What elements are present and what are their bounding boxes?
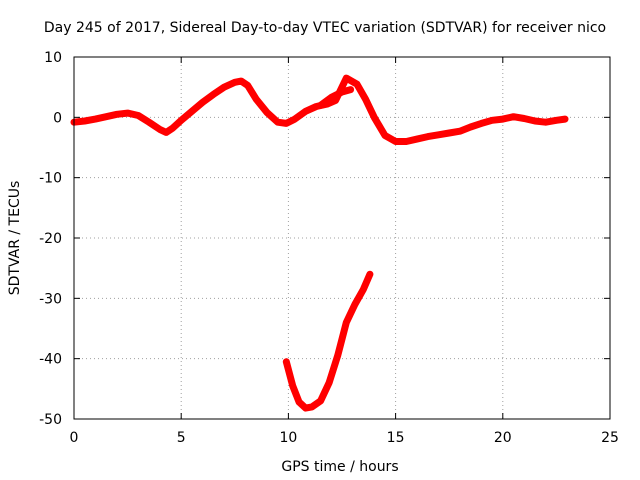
data-point [317, 397, 324, 404]
data-point [283, 358, 290, 365]
data-point [381, 132, 388, 139]
x-tick-label: 25 [601, 430, 619, 446]
data-point [210, 91, 217, 98]
y-tick-label: 0 [53, 110, 62, 126]
x-tick-label: 15 [387, 430, 405, 446]
data-point [178, 117, 185, 124]
data-point [302, 108, 309, 115]
data-point [478, 120, 485, 127]
data-point [371, 114, 378, 121]
data-point [351, 301, 358, 308]
data-point [169, 125, 176, 132]
data-point [521, 115, 528, 122]
data-point [263, 109, 270, 116]
data-point [435, 131, 442, 138]
data-point [296, 399, 303, 406]
x-tick-label: 10 [279, 430, 297, 446]
data-point [403, 138, 410, 145]
data-point [362, 96, 369, 103]
x-tick-label: 5 [177, 430, 186, 446]
data-point [326, 379, 333, 386]
tick-group: 0 5 10 15 20 25 10 0 -10 -20 -30 -40 -50 [39, 50, 619, 446]
data-point [103, 113, 110, 120]
data-point [81, 117, 88, 124]
y-tick-label: -10 [39, 171, 62, 187]
data-point [221, 84, 228, 91]
data-point [283, 120, 290, 127]
data-point [308, 403, 315, 410]
y-axis-label: SDTVAR / TECUs [7, 181, 23, 296]
series-line-lower-dip [282, 270, 374, 412]
y-tick-label: -50 [39, 412, 62, 428]
data-point [244, 82, 251, 89]
data-point [124, 110, 131, 117]
data-point [238, 78, 245, 85]
data-point [343, 75, 350, 82]
data-point [499, 116, 506, 123]
x-tick-label: 20 [494, 430, 512, 446]
data-point [489, 117, 496, 124]
data-point [542, 119, 549, 126]
data-point [414, 136, 421, 143]
data-point [113, 111, 120, 118]
y-tick-label: -40 [39, 352, 62, 368]
data-point [561, 116, 568, 123]
data-point [366, 271, 373, 278]
data-point [92, 116, 99, 123]
data-point [253, 96, 260, 103]
data-point [531, 117, 538, 124]
data-point [339, 88, 345, 95]
data-point [347, 86, 354, 93]
data-point [343, 319, 350, 326]
data-point [291, 116, 298, 123]
y-tick-label: 10 [44, 50, 62, 66]
grid [74, 57, 610, 419]
data-point [156, 126, 163, 133]
data-point [553, 117, 560, 124]
data-point [146, 119, 153, 126]
y-tick-label: -30 [39, 291, 62, 307]
data-point [354, 81, 361, 88]
data-point [317, 102, 324, 109]
y-tick-label: -20 [39, 231, 62, 247]
data-point [424, 133, 431, 140]
data-point [135, 112, 142, 119]
data-point [274, 119, 281, 126]
data-point [456, 128, 463, 135]
series-line-main-trace [70, 74, 569, 145]
series-group [70, 74, 569, 412]
data-point [360, 286, 367, 293]
data-point [328, 94, 335, 101]
x-tick-label: 0 [70, 430, 79, 446]
data-point [231, 79, 238, 86]
data-point [467, 123, 474, 130]
data-point [446, 130, 453, 137]
chart-title: Day 245 of 2017, Sidereal Day-to-day VTE… [44, 20, 606, 36]
data-point [334, 352, 341, 359]
data-point [392, 138, 399, 145]
data-point [289, 382, 296, 389]
x-axis-label: GPS time / hours [281, 459, 398, 475]
data-point [510, 113, 517, 120]
data-point [188, 108, 195, 115]
data-point [199, 99, 206, 106]
series-line-upper-branch [317, 86, 355, 109]
data-point [163, 129, 170, 136]
data-point [302, 405, 309, 412]
